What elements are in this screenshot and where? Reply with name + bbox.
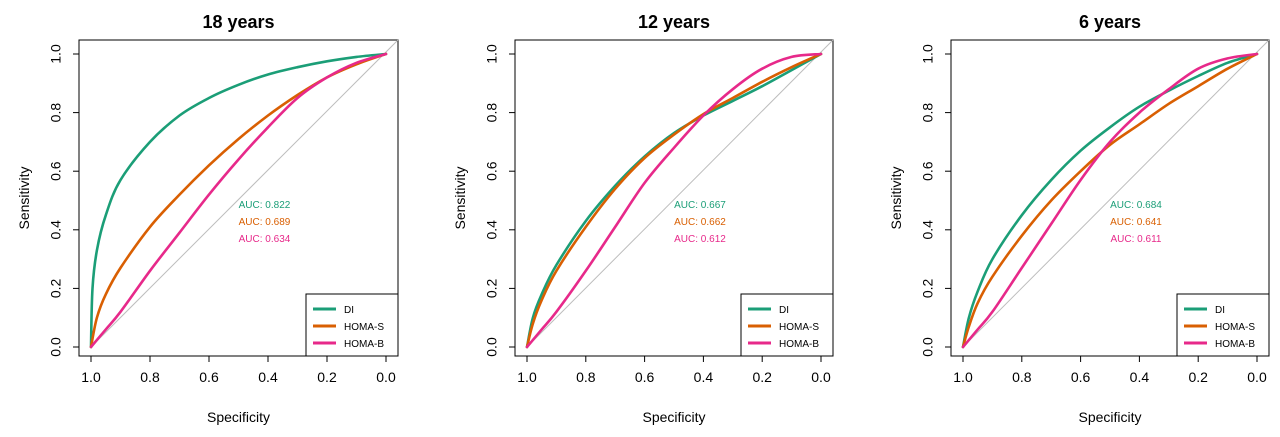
y-tick-label: 1.0 — [48, 44, 64, 64]
roc-panel: 12 years 1.0 0.8 0.6 0.4 0.2 0.0 0.0 0.2 0.4 0.6 0.… — [452, 12, 834, 425]
legend-entry: HOMA-B — [344, 339, 384, 350]
y-tick-label: 0.0 — [48, 337, 64, 357]
y-tick-label: 1.0 — [920, 44, 936, 64]
legend-entry: DI — [779, 305, 789, 316]
x-axis-label: Specificity — [1078, 409, 1141, 425]
legend-entry: HOMA-S — [1215, 322, 1255, 333]
x-tick-label: 0.6 — [1071, 369, 1091, 385]
auc-label: AUC: 0.667 — [674, 200, 726, 211]
x-tick-label: 0.2 — [1188, 369, 1208, 385]
y-tick-label: 0.6 — [48, 161, 64, 181]
x-tick-label: 0.0 — [1247, 369, 1267, 385]
x-tick-label: 0.8 — [1012, 369, 1032, 385]
x-tick-label: 0.8 — [576, 369, 596, 385]
roc-curve-di — [89, 52, 388, 349]
roc-curve-homa-b — [525, 52, 823, 349]
y-tick-label: 0.6 — [920, 161, 936, 181]
roc-panel: 18 years 1.0 0.8 0.6 0.4 0.2 0.0 0.0 0.2 0.4 0.6 0.… — [16, 12, 399, 425]
roc-curve-di — [961, 52, 1259, 349]
legend-entry: HOMA-S — [344, 322, 384, 333]
x-tick-label: 0.4 — [694, 369, 714, 385]
x-tick-label: 0.6 — [199, 369, 219, 385]
y-tick-label: 0.8 — [920, 103, 936, 123]
legend-entry: DI — [1215, 305, 1225, 316]
y-axis-label: Sensitivity — [16, 166, 32, 229]
x-tick-label: 0.0 — [376, 369, 396, 385]
y-tick-label: 0.8 — [48, 103, 64, 123]
reference-diagonal — [962, 39, 1270, 348]
roc-curve-homa-b — [961, 52, 1259, 349]
y-tick-label: 0.4 — [920, 220, 936, 240]
x-tick-label: 0.4 — [1130, 369, 1150, 385]
x-axis-label: Specificity — [642, 409, 705, 425]
auc-label: AUC: 0.611 — [1111, 234, 1162, 245]
y-axis-label: Sensitivity — [888, 166, 904, 229]
auc-label: AUC: 0.689 — [239, 217, 291, 228]
legend-entry: HOMA-B — [1215, 339, 1255, 350]
reference-diagonal — [90, 39, 399, 348]
y-tick-label: 0.2 — [920, 278, 936, 298]
y-axis-label: Sensitivity — [452, 166, 468, 229]
legend: DI HOMA-S HOMA-B — [740, 293, 834, 357]
plot-frame — [514, 39, 834, 357]
y-tick-label: 0.8 — [484, 103, 500, 123]
x-tick-label: 1.0 — [81, 369, 101, 385]
y-tick-label: 0.2 — [48, 278, 64, 298]
x-tick-label: 0.0 — [811, 369, 831, 385]
chart-title: 12 years — [638, 12, 710, 32]
x-tick-label: 0.2 — [317, 369, 337, 385]
reference-diagonal — [526, 39, 834, 348]
x-tick-label: 1.0 — [953, 369, 973, 385]
x-tick-label: 1.0 — [517, 369, 537, 385]
plot-frame — [950, 39, 1270, 357]
chart-title: 6 years — [1079, 12, 1141, 32]
legend: DI HOMA-S HOMA-B — [1176, 293, 1270, 357]
y-tick-label: 0.6 — [484, 161, 500, 181]
y-tick-label: 0.4 — [484, 220, 500, 240]
chart-title: 18 years — [202, 12, 274, 32]
legend: DI HOMA-S HOMA-B — [305, 293, 399, 357]
auc-label: AUC: 0.822 — [239, 200, 291, 211]
roc-panel: 6 years 1.0 0.8 0.6 0.4 0.2 0.0 0.0 0.2 0.4 0.6 0.8… — [888, 12, 1270, 425]
auc-label: AUC: 0.612 — [674, 234, 726, 245]
x-axis-label: Specificity — [207, 409, 270, 425]
legend-box — [740, 293, 834, 357]
x-tick-label: 0.6 — [635, 369, 655, 385]
y-tick-label: 0.0 — [920, 337, 936, 357]
auc-label: AUC: 0.684 — [1110, 200, 1162, 211]
y-tick-label: 0.2 — [484, 278, 500, 298]
auc-label: AUC: 0.634 — [239, 234, 291, 245]
legend-entry: DI — [344, 305, 354, 316]
y-tick-label: 1.0 — [484, 44, 500, 64]
x-tick-label: 0.4 — [258, 369, 278, 385]
x-tick-label: 0.2 — [752, 369, 772, 385]
y-tick-label: 0.0 — [484, 337, 500, 357]
y-tick-label: 0.4 — [48, 220, 64, 240]
x-tick-label: 0.8 — [140, 369, 160, 385]
roc-curve-homa-s — [525, 52, 823, 349]
plot-frame — [78, 39, 399, 357]
auc-label: AUC: 0.662 — [674, 217, 726, 228]
legend-entry: HOMA-S — [779, 322, 819, 333]
auc-label: AUC: 0.641 — [1110, 217, 1162, 228]
legend-entry: HOMA-B — [779, 339, 819, 350]
roc-curve-homa-b — [89, 52, 388, 349]
roc-curve-homa-s — [961, 52, 1259, 349]
